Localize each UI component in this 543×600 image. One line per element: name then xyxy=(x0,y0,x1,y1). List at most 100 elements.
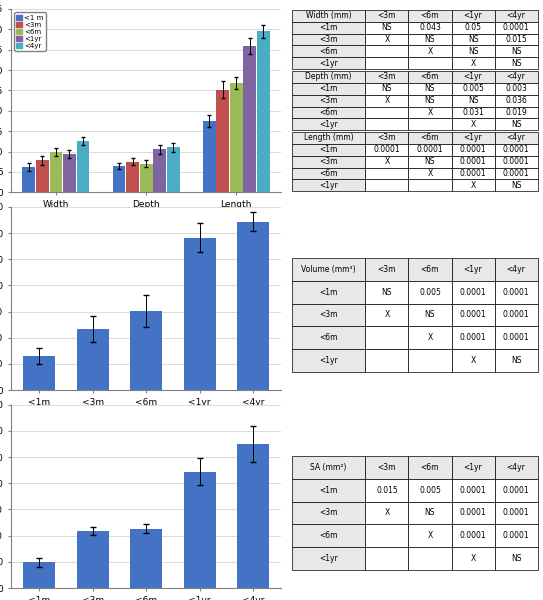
Bar xyxy=(495,167,538,179)
Text: <6m: <6m xyxy=(319,47,338,56)
Text: <4yr: <4yr xyxy=(507,265,526,274)
Bar xyxy=(408,547,452,569)
Text: <3m: <3m xyxy=(319,508,338,517)
Text: 0.05: 0.05 xyxy=(464,23,482,32)
Bar xyxy=(408,156,452,167)
Text: <3m: <3m xyxy=(319,157,338,166)
Bar xyxy=(495,22,538,34)
Text: <1yr: <1yr xyxy=(319,181,338,190)
Text: <1m: <1m xyxy=(319,23,338,32)
Bar xyxy=(408,10,452,22)
Bar xyxy=(237,444,269,588)
Bar xyxy=(243,46,256,192)
Text: X: X xyxy=(384,35,389,44)
Bar xyxy=(365,304,408,326)
Bar xyxy=(408,349,452,372)
Text: X: X xyxy=(470,120,476,129)
Text: <6m: <6m xyxy=(421,11,439,20)
Text: NS: NS xyxy=(425,84,435,93)
Bar xyxy=(452,179,495,191)
Bar xyxy=(126,161,139,192)
Text: X: X xyxy=(384,157,389,166)
Text: <3m: <3m xyxy=(378,11,396,20)
Bar xyxy=(408,118,452,130)
Text: <3m: <3m xyxy=(319,96,338,105)
Text: 0.0001: 0.0001 xyxy=(503,531,529,540)
Bar xyxy=(365,258,408,281)
Bar xyxy=(365,281,408,304)
Bar xyxy=(452,524,495,547)
Bar xyxy=(495,304,538,326)
Bar xyxy=(36,160,49,192)
Text: X: X xyxy=(470,554,476,563)
Bar xyxy=(167,148,180,192)
Text: <3m: <3m xyxy=(319,35,338,44)
Bar xyxy=(495,107,538,118)
Text: 0.0001: 0.0001 xyxy=(503,145,529,154)
Bar xyxy=(77,531,109,588)
Text: 0.0001: 0.0001 xyxy=(460,508,487,517)
Text: <6m: <6m xyxy=(421,73,439,82)
Text: <6m: <6m xyxy=(421,133,439,142)
Bar xyxy=(365,83,408,95)
Bar xyxy=(23,356,55,390)
Bar xyxy=(292,107,365,118)
Bar xyxy=(452,71,495,83)
Text: NS: NS xyxy=(425,96,435,105)
Bar xyxy=(408,326,452,349)
Text: X: X xyxy=(470,356,476,365)
Legend: <1 m, <3m, <6m, <1yr, <4yr: <1 m, <3m, <6m, <1yr, <4yr xyxy=(14,13,46,51)
Text: NS: NS xyxy=(511,554,521,563)
Text: 0.0001: 0.0001 xyxy=(503,169,529,178)
Text: 0.0001: 0.0001 xyxy=(503,333,529,342)
Text: Width (mm): Width (mm) xyxy=(306,11,351,20)
Bar xyxy=(408,71,452,83)
Text: Depth (mm): Depth (mm) xyxy=(305,73,352,82)
Bar xyxy=(77,329,109,390)
Text: X: X xyxy=(427,47,433,56)
Text: <1yr: <1yr xyxy=(319,59,338,68)
Bar xyxy=(495,326,538,349)
Text: <1yr: <1yr xyxy=(319,554,338,563)
Bar xyxy=(292,22,365,34)
Text: NS: NS xyxy=(511,47,521,56)
Bar xyxy=(292,304,365,326)
Bar xyxy=(365,22,408,34)
Bar xyxy=(495,456,538,479)
Bar xyxy=(452,22,495,34)
Text: X: X xyxy=(427,108,433,117)
Bar xyxy=(184,472,216,588)
Bar xyxy=(130,529,162,588)
Text: <4yr: <4yr xyxy=(507,463,526,472)
Bar xyxy=(292,34,365,46)
Bar xyxy=(452,281,495,304)
Text: Length (mm): Length (mm) xyxy=(304,133,353,142)
Text: <3m: <3m xyxy=(378,73,396,82)
Bar xyxy=(452,547,495,569)
Bar xyxy=(365,167,408,179)
Text: NS: NS xyxy=(468,96,478,105)
Bar xyxy=(452,349,495,372)
Text: X: X xyxy=(384,508,389,517)
Text: X: X xyxy=(384,96,389,105)
Text: <1yr: <1yr xyxy=(319,120,338,129)
Text: 0.0001: 0.0001 xyxy=(503,288,529,297)
Bar xyxy=(292,167,365,179)
Bar xyxy=(495,71,538,83)
Text: NS: NS xyxy=(511,59,521,68)
Text: NS: NS xyxy=(425,157,435,166)
Text: NS: NS xyxy=(382,288,392,297)
Bar xyxy=(408,95,452,107)
Text: 0.019: 0.019 xyxy=(505,108,527,117)
Text: <3m: <3m xyxy=(378,133,396,142)
Bar xyxy=(292,58,365,69)
Bar xyxy=(452,326,495,349)
Bar xyxy=(452,83,495,95)
Bar xyxy=(365,95,408,107)
Bar xyxy=(452,144,495,156)
Bar xyxy=(495,156,538,167)
Bar xyxy=(77,142,90,192)
Bar xyxy=(153,149,166,192)
Bar xyxy=(495,46,538,58)
Bar xyxy=(365,118,408,130)
